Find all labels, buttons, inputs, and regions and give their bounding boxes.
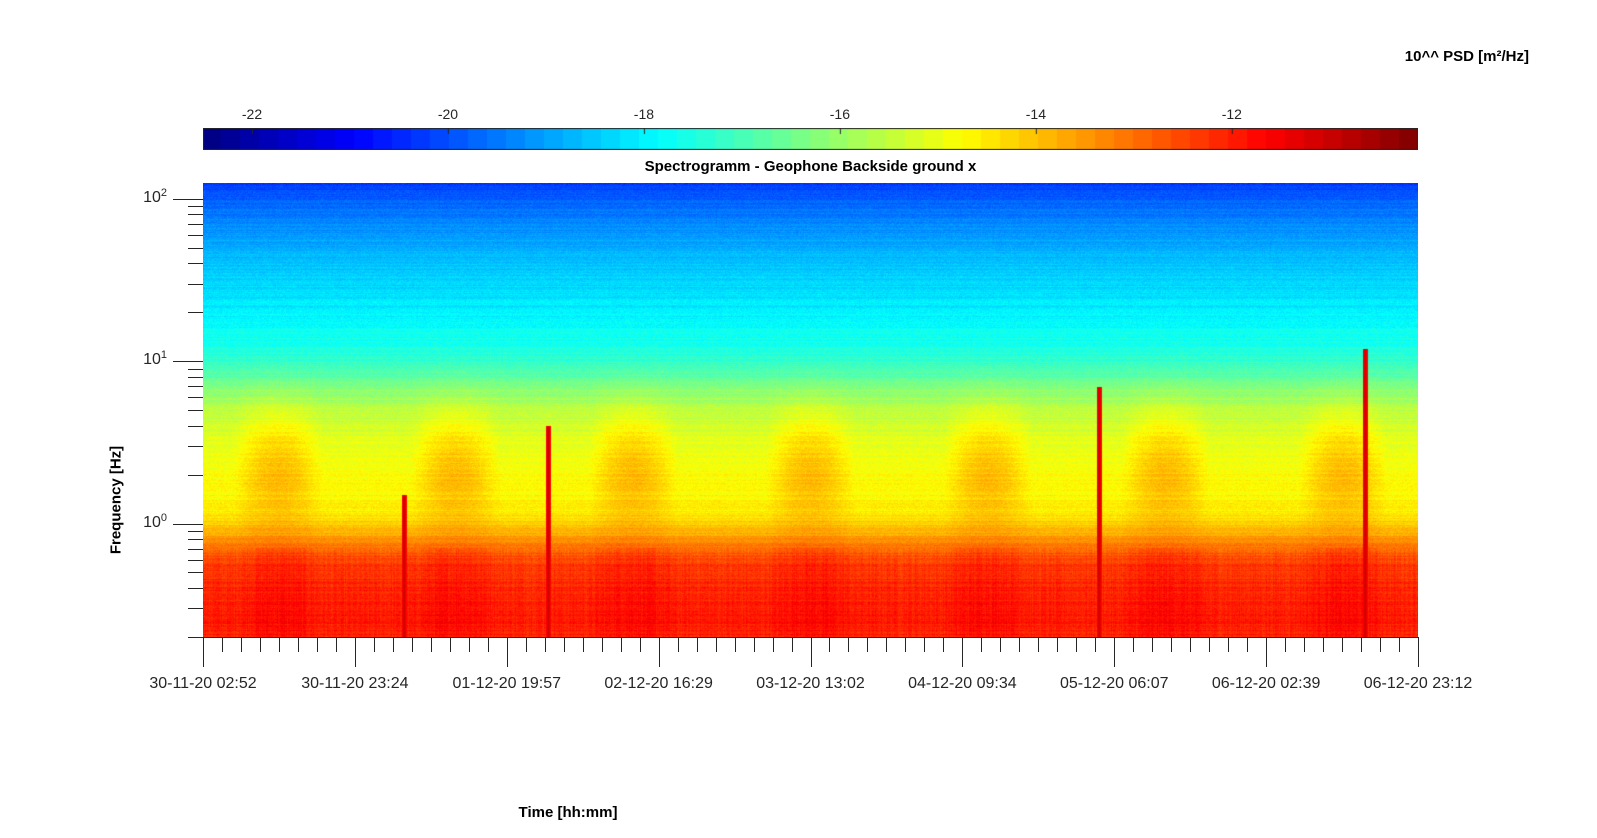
y-tick-base: 10 xyxy=(143,351,161,369)
x-tick-label: 05-12-20 06:07 xyxy=(1059,675,1169,692)
x-tick-label: 30-11-20 23:24 xyxy=(301,675,409,692)
y-tick-exponent: 1 xyxy=(160,348,167,361)
x-tick-label: 03-12-20 13:02 xyxy=(756,675,865,692)
colorbar-tick-label: -18 xyxy=(633,106,655,122)
y-tick-exponent: 2 xyxy=(160,186,167,199)
y-tick-base: 10 xyxy=(143,188,161,206)
y-tick-label: 101 xyxy=(143,349,167,369)
colorbar-tick-label: -22 xyxy=(241,106,263,122)
x-axis-label: Time [hh:mm] xyxy=(518,804,618,821)
colorbar-tick-label: -16 xyxy=(829,106,851,122)
x-tick-label: 06-12-20 23:12 xyxy=(1363,675,1473,692)
colorbar xyxy=(203,128,1418,150)
x-tick-label: 02-12-20 16:29 xyxy=(604,675,713,692)
y-tick-label: 102 xyxy=(143,187,167,207)
y-tick-label: 100 xyxy=(143,511,167,531)
y-tick-base: 10 xyxy=(143,513,161,531)
chart-title: Spectrogramm - Geophone Backside ground … xyxy=(644,158,977,175)
colorbar-tick-label: -20 xyxy=(437,106,459,122)
y-axis-label: Frequency [Hz] xyxy=(107,445,125,555)
spectrogram-heatmap xyxy=(203,183,1418,637)
colorbar-tick-label: -12 xyxy=(1221,106,1242,122)
y-tick-exponent: 0 xyxy=(160,511,167,524)
colorbar-title: 10^^ PSD [m²/Hz] xyxy=(1404,48,1529,65)
colorbar-tick-label: -14 xyxy=(1025,106,1046,122)
x-tick-label: 30-11-20 02:52 xyxy=(149,675,257,692)
x-tick-label: 01-12-20 19:57 xyxy=(452,675,562,692)
x-tick-label: 04-12-20 09:34 xyxy=(908,675,1017,692)
x-tick-label: 06-12-20 02:39 xyxy=(1211,675,1321,692)
